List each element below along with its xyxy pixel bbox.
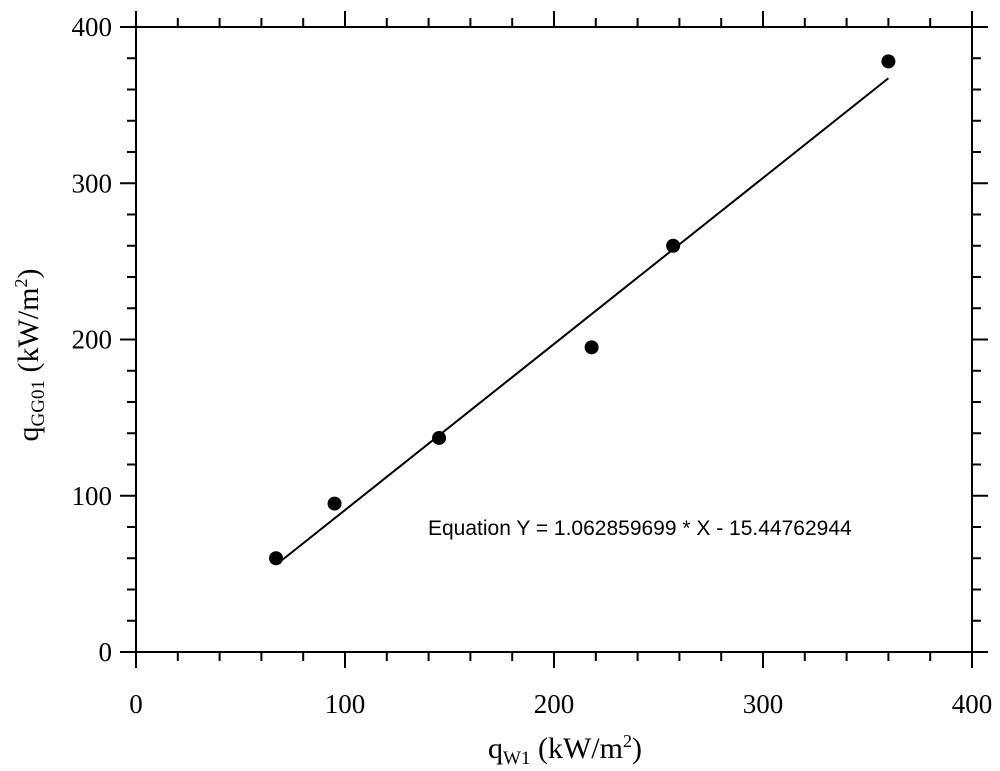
y-tick-label: 100 — [72, 481, 113, 511]
data-points — [269, 54, 896, 566]
x-tick-labels: 0 100 200 300 400 — [129, 689, 992, 719]
x-axis-title-close: ) — [632, 732, 642, 765]
y-axis-title-unit: (kW/m — [12, 288, 45, 380]
y-tick-label: 200 — [72, 325, 113, 355]
y-axis-title-sub: GG01 — [28, 380, 49, 426]
data-point — [269, 551, 284, 566]
fit-line — [281, 77, 890, 561]
fit-line-group — [281, 77, 890, 561]
x-tick-label: 300 — [743, 689, 784, 719]
data-point — [432, 430, 447, 445]
data-point — [327, 496, 342, 511]
x-axis-title-unit: (kW/m — [530, 732, 622, 765]
data-point — [584, 340, 599, 355]
y-tick-label: 300 — [72, 168, 113, 198]
y-tick-label: 400 — [72, 12, 113, 42]
y-tick-labels: 0 100 200 300 400 — [72, 12, 113, 667]
x-axis-title-main: q — [488, 732, 503, 765]
x-axis-title-sub: W1 — [503, 748, 530, 769]
data-point — [881, 54, 896, 69]
x-axis-title-sup: 2 — [623, 731, 632, 751]
plot-border — [135, 26, 973, 653]
axis-ticks — [120, 11, 988, 668]
y-axis-title: qGG01 (kW/m2) — [11, 269, 49, 442]
equation-annotation: Equation Y = 1.062859699 * X - 15.447629… — [428, 517, 852, 540]
y-axis-title-sup: 2 — [11, 279, 31, 288]
plot-frame — [135, 26, 973, 653]
x-tick-label: 0 — [129, 689, 143, 719]
y-axis-title-main: q — [12, 426, 45, 441]
x-tick-label: 400 — [952, 689, 993, 719]
x-tick-label: 200 — [534, 689, 575, 719]
x-tick-label: 100 — [325, 689, 366, 719]
y-tick-label: 0 — [99, 637, 113, 667]
x-axis-title: qW1 (kW/m2) — [488, 731, 642, 769]
y-axis-title-close: ) — [12, 269, 45, 279]
data-point — [666, 238, 681, 253]
